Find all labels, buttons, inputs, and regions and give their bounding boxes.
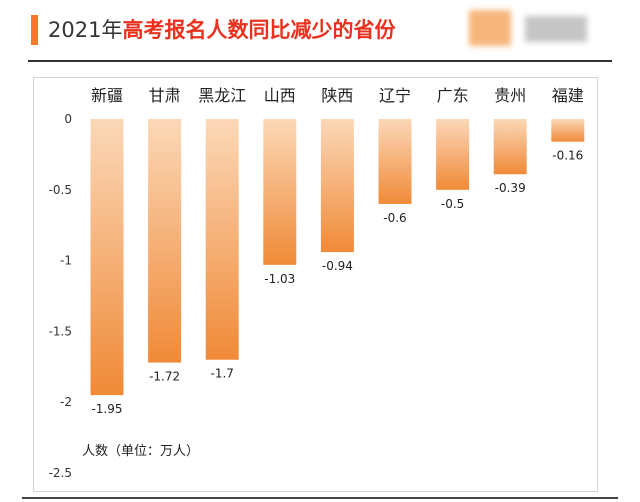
category-label: 甘肃	[149, 86, 181, 105]
y-tick-label: -1	[60, 254, 72, 268]
y-tick-label: -0.5	[49, 183, 72, 197]
title-year: 2021年	[48, 18, 123, 42]
logo-mark	[469, 10, 511, 46]
data-label: -0.5	[441, 197, 464, 211]
blurred-logo-watermark	[455, 6, 605, 50]
category-label: 山西	[264, 86, 296, 105]
data-label: -1.95	[91, 402, 122, 416]
data-label: -0.6	[383, 211, 406, 225]
bar-2	[148, 119, 182, 363]
category-label: 福建	[552, 86, 584, 105]
category-label: 黑龙江	[198, 86, 246, 105]
data-label: -0.39	[495, 181, 526, 195]
data-label: -0.16	[552, 149, 583, 163]
category-label: 陕西	[321, 86, 353, 105]
category-label: 新疆	[91, 86, 123, 105]
y-tick-label: -1.5	[49, 324, 72, 338]
value-labels: -1.95 -1.72 -1.7 -1.03 -0.94 -0.6 -0.5 -0.39 -0.…	[91, 149, 583, 416]
chart-frame	[33, 77, 598, 492]
category-label: 辽宁	[379, 86, 411, 105]
bar-3	[205, 119, 239, 360]
title-highlight: 高考报名人数同比减少的省份	[122, 18, 396, 42]
title-divider	[28, 60, 612, 62]
bar-1	[90, 119, 124, 396]
logo-text-block	[525, 16, 587, 42]
category-label: 广东	[437, 86, 469, 105]
bar-7	[436, 119, 470, 190]
title-accent-bar	[31, 15, 38, 45]
bar-5	[320, 119, 354, 253]
category-label: 贵州	[494, 86, 526, 105]
bottom-rule	[22, 497, 618, 499]
data-label: -1.72	[149, 370, 180, 384]
data-label: -1.7	[210, 367, 233, 381]
y-tick-label: -2.5	[49, 466, 72, 480]
bar-9	[551, 119, 585, 142]
category-labels: 新疆 甘肃 黑龙江 山西 陕西 辽宁 广东 贵州 福建	[91, 86, 584, 105]
data-label: -0.94	[322, 259, 353, 273]
y-tick-label: -2	[60, 395, 72, 409]
chart-title: 2021年高考报名人数同比减少的省份	[48, 14, 395, 46]
bar-6	[378, 119, 412, 204]
data-label: -1.03	[264, 272, 295, 286]
y-tick-label: 0	[64, 112, 72, 126]
unit-note: 人数（单位：万人）	[82, 444, 200, 459]
y-axis: 0 -0.5 -1 -1.5 -2 -2.5	[49, 112, 72, 480]
bar-8	[493, 119, 527, 175]
bars-group	[90, 119, 585, 396]
bar-4	[263, 119, 297, 265]
